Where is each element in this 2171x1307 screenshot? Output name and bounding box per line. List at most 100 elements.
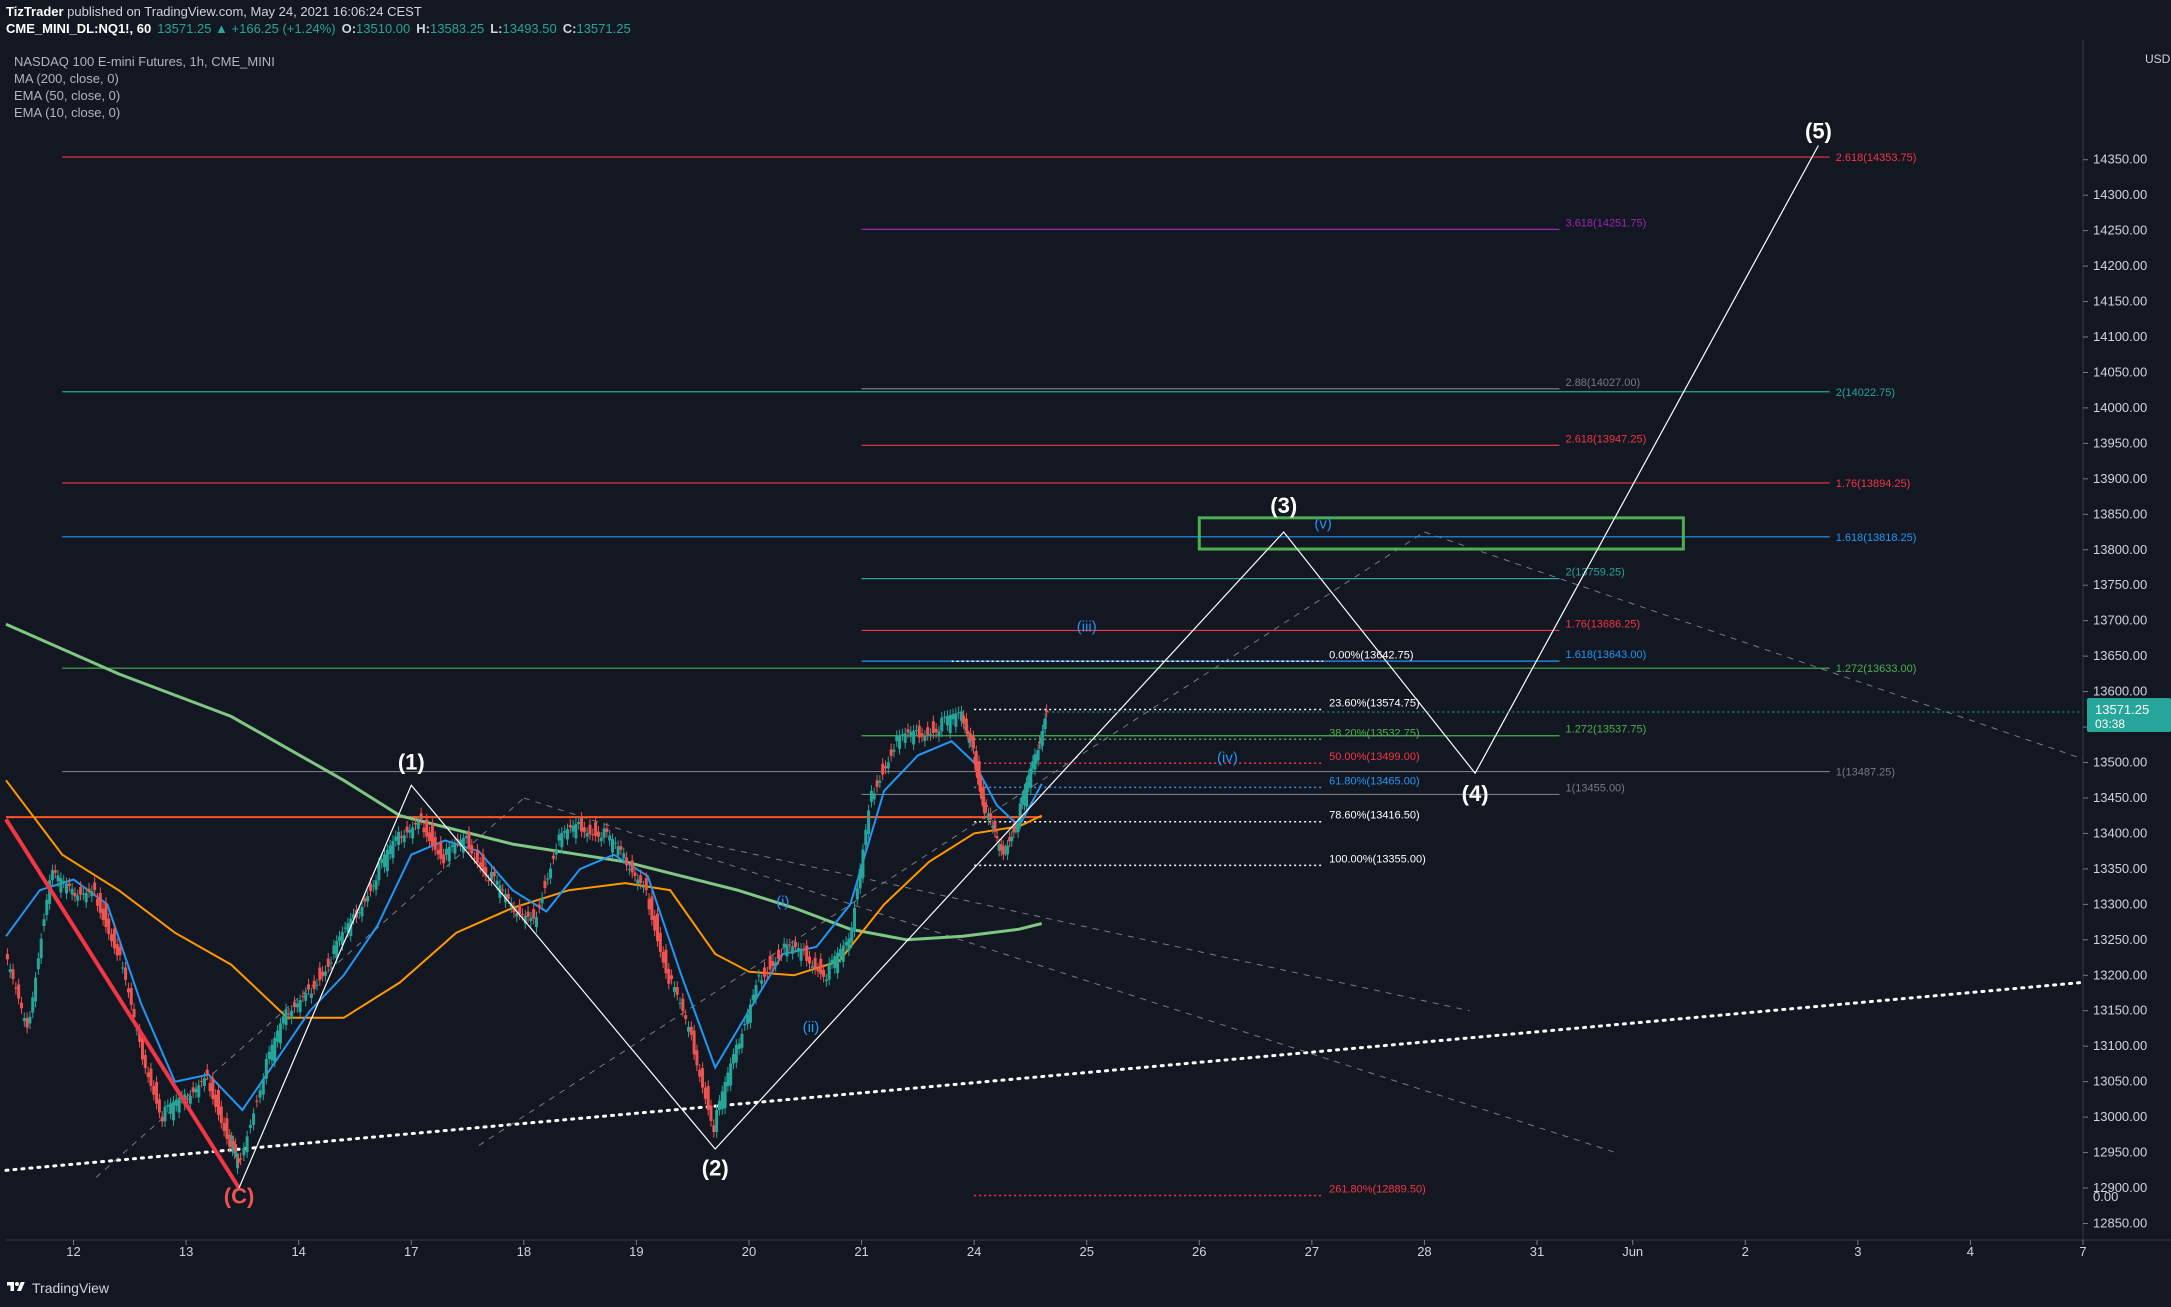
candle-body bbox=[1043, 718, 1047, 730]
candle-body bbox=[872, 793, 876, 800]
candle-body bbox=[920, 733, 924, 737]
candle-body bbox=[112, 928, 116, 949]
fib-extension-label: 1.76(13686.25) bbox=[1566, 618, 1641, 630]
y-tick-label: 12950.00 bbox=[2093, 1145, 2147, 1160]
candle-body bbox=[779, 954, 783, 956]
tradingview-logo-icon[interactable] bbox=[6, 1280, 26, 1294]
candle-body bbox=[712, 1125, 716, 1133]
candle-body bbox=[850, 927, 854, 943]
candle-body bbox=[771, 961, 775, 967]
x-tick-label: 14 bbox=[291, 1244, 305, 1259]
publisher-name[interactable]: TizTrader bbox=[6, 4, 64, 19]
candle-body bbox=[315, 984, 319, 986]
fib-retracement-label: 261.80%(12889.50) bbox=[1329, 1183, 1426, 1195]
candle-body bbox=[36, 958, 40, 970]
candle-body bbox=[914, 729, 918, 731]
candle-body bbox=[791, 946, 795, 954]
wave-label: (iv) bbox=[1217, 750, 1238, 767]
candle-body bbox=[31, 997, 35, 1013]
candle-body bbox=[616, 846, 620, 856]
low-label: L: bbox=[490, 21, 503, 36]
bar-countdown-label: 03:38 bbox=[2095, 717, 2125, 731]
candle-body bbox=[580, 817, 584, 832]
ma200-line bbox=[5, 622, 1043, 942]
candle-body bbox=[197, 1085, 201, 1098]
candle-body bbox=[886, 762, 890, 769]
candle-body bbox=[211, 1078, 215, 1100]
candle-body bbox=[11, 969, 15, 980]
candle-body bbox=[984, 805, 988, 808]
candle-body bbox=[495, 880, 499, 885]
candle-body bbox=[492, 871, 496, 877]
candle-body bbox=[155, 1082, 159, 1104]
candle-body bbox=[160, 1116, 164, 1122]
support-trendline bbox=[4, 980, 2085, 1172]
candle-body bbox=[191, 1087, 195, 1093]
candle-body bbox=[989, 813, 993, 820]
candle-body bbox=[962, 715, 966, 724]
candle-body bbox=[743, 1024, 747, 1026]
candle-body bbox=[622, 853, 626, 859]
legend-title[interactable]: NASDAQ 100 E-mini Futures, 1h, CME_MINI bbox=[14, 54, 275, 69]
candle-body bbox=[292, 1002, 296, 1008]
candle-body bbox=[1008, 837, 1012, 842]
candle-body bbox=[284, 1009, 288, 1025]
candle-body bbox=[295, 1003, 299, 1008]
legend-ema50[interactable]: EMA (50, close, 0) bbox=[14, 88, 121, 103]
candle-body bbox=[633, 872, 637, 876]
symbol-label[interactable]: CME_MINI_DL:NQ1!, 60 bbox=[6, 21, 152, 36]
candle-body bbox=[762, 967, 766, 977]
candle-body bbox=[608, 835, 612, 841]
candle-body bbox=[855, 888, 859, 900]
candle-body bbox=[878, 780, 882, 783]
candle-body bbox=[1033, 754, 1037, 770]
candle-body bbox=[1012, 824, 1016, 833]
candle-body bbox=[357, 912, 361, 914]
candle-body bbox=[983, 802, 987, 814]
candle-body bbox=[549, 868, 553, 879]
y-tick-label: 14100.00 bbox=[2093, 329, 2147, 344]
legend-ma200[interactable]: MA (200, close, 0) bbox=[14, 71, 119, 86]
price-change: 13571.25 ▲ +166.25 (+1.24%) bbox=[157, 21, 336, 36]
candle-body bbox=[301, 995, 305, 997]
candle-body bbox=[909, 731, 913, 737]
tradingview-brand[interactable]: TradingView bbox=[32, 1280, 110, 1296]
candle-body bbox=[318, 967, 322, 981]
fib-extension-label: 2(14022.75) bbox=[1836, 387, 1895, 399]
candle-body bbox=[518, 904, 522, 915]
candle-body bbox=[912, 730, 916, 745]
candle-body bbox=[827, 963, 831, 980]
candle-body bbox=[461, 838, 465, 853]
candle-body bbox=[346, 923, 350, 932]
fib-retracement-label: 23.60%(13574.75) bbox=[1329, 698, 1420, 710]
candle-body bbox=[95, 898, 99, 906]
candle-body bbox=[978, 776, 982, 793]
candle-body bbox=[684, 1015, 688, 1019]
candle-body bbox=[264, 1058, 268, 1079]
candle-body bbox=[557, 834, 561, 841]
candle-body bbox=[520, 914, 524, 916]
candle-body bbox=[39, 938, 43, 959]
top-bar bbox=[0, 0, 2171, 38]
candle-body bbox=[748, 1004, 752, 1023]
candle-body bbox=[954, 713, 958, 727]
candle-body bbox=[523, 915, 527, 924]
candle-body bbox=[248, 1124, 252, 1128]
candle-body bbox=[459, 839, 463, 846]
candle-body bbox=[363, 898, 367, 902]
candle-body bbox=[732, 1054, 736, 1064]
candle-body bbox=[163, 1106, 167, 1122]
candle-body bbox=[754, 985, 758, 1000]
candle-body bbox=[627, 868, 631, 870]
candle-body bbox=[1006, 845, 1010, 855]
candle-body bbox=[419, 813, 423, 820]
candle-body bbox=[28, 1016, 32, 1024]
candle-body bbox=[152, 1085, 156, 1095]
y-tick-label: 13500.00 bbox=[2093, 755, 2147, 770]
currency-label[interactable]: USD bbox=[2145, 52, 2171, 66]
candle-body bbox=[1020, 796, 1024, 804]
candle-body bbox=[537, 904, 541, 908]
legend-ema10[interactable]: EMA (10, close, 0) bbox=[14, 105, 121, 120]
candle-body bbox=[619, 846, 623, 850]
